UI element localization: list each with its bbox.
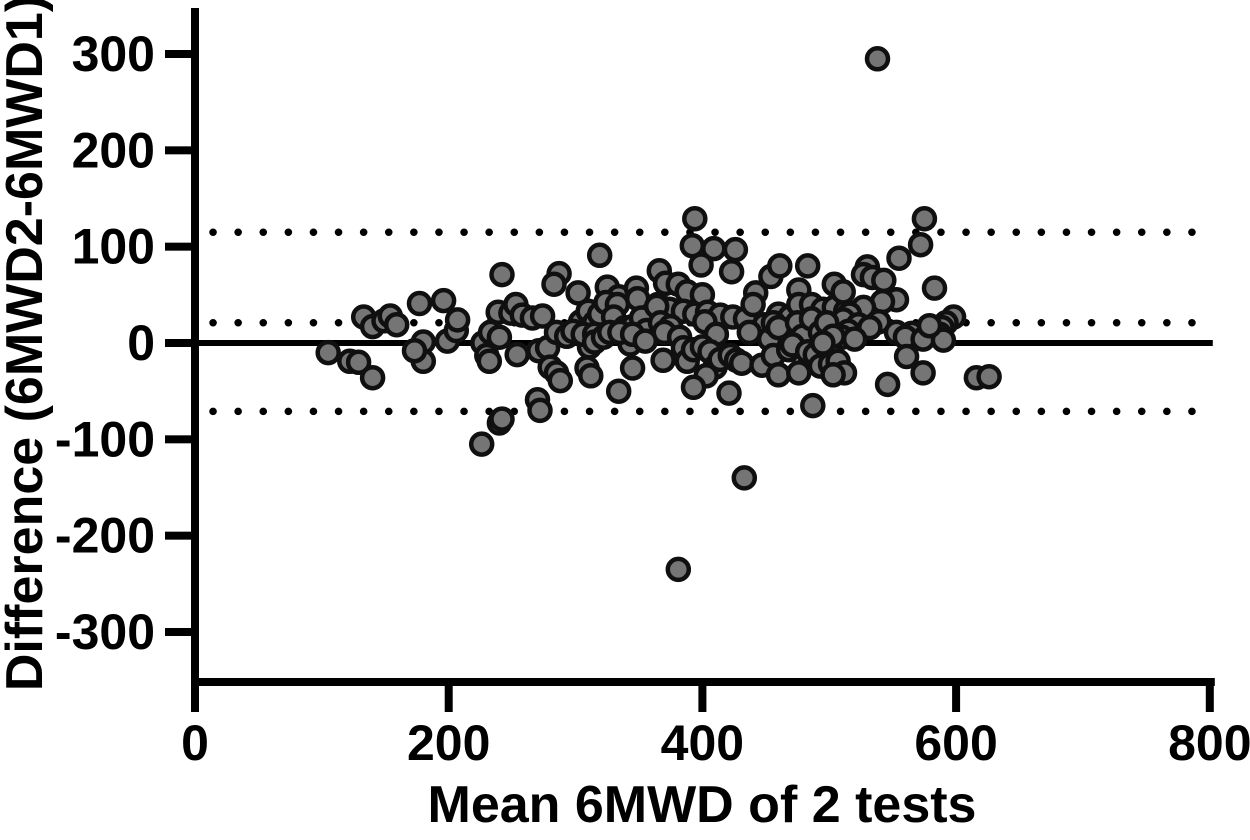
data-point: [810, 330, 836, 356]
data-point: [921, 275, 948, 301]
data-point: [406, 290, 433, 317]
data-point: [841, 326, 868, 352]
data-point: [820, 362, 846, 388]
data-point: [864, 46, 891, 72]
y-tick--300: [165, 627, 191, 636]
data-point: [504, 341, 530, 368]
data-point: [976, 363, 1002, 390]
data-point: [886, 245, 912, 271]
axis-tick-labels: 300 200 100 0 -100 -200 -300 0 200 400 600 800: [55, 26, 1250, 771]
y-tick-label--300: -300: [55, 604, 155, 660]
data-point: [476, 348, 503, 375]
data-point: [565, 280, 591, 306]
data-points-layer: [315, 46, 1002, 583]
data-point: [383, 311, 410, 338]
y-tick-100: [165, 242, 191, 251]
data-point: [578, 363, 604, 389]
x-tick-200: [444, 686, 453, 712]
data-point: [359, 364, 386, 391]
data-point: [736, 319, 763, 346]
x-tick-label-600: 600: [914, 715, 997, 771]
x-tick-label-400: 400: [661, 715, 744, 771]
data-point: [910, 360, 936, 386]
data-point: [444, 307, 471, 333]
data-point: [916, 312, 943, 339]
data-point: [911, 205, 938, 232]
data-point: [527, 397, 553, 424]
data-point: [871, 267, 897, 294]
data-point: [731, 465, 758, 491]
data-point: [586, 242, 613, 269]
x-tick-400: [698, 686, 707, 712]
data-point: [718, 258, 745, 285]
y-tick-0: [165, 339, 191, 347]
y-tick-200: [165, 146, 191, 155]
y-axis-spine: [191, 8, 199, 710]
data-point: [529, 303, 556, 329]
data-point: [722, 236, 749, 263]
y-tick-300: [165, 50, 191, 59]
data-point: [794, 253, 821, 279]
data-point: [315, 339, 341, 366]
y-tick-label-200: 200: [72, 122, 155, 178]
x-tick-label-0: 0: [181, 715, 209, 771]
data-point: [682, 205, 708, 232]
data-point: [468, 431, 495, 457]
data-point: [765, 362, 792, 388]
data-point: [665, 556, 692, 583]
x-tick-0: [191, 686, 199, 712]
data-point: [893, 343, 920, 370]
x-tick-label-800: 800: [1168, 715, 1250, 771]
data-point: [767, 253, 793, 279]
data-point: [650, 347, 676, 374]
data-point: [800, 392, 826, 419]
data-point: [401, 337, 428, 364]
y-tick-label-300: 300: [72, 26, 155, 82]
y-tick-label--100: -100: [55, 411, 155, 467]
data-point: [786, 360, 812, 386]
x-tick-600: [952, 686, 961, 712]
x-tick-label-200: 200: [407, 715, 490, 771]
data-point: [728, 350, 755, 376]
data-point: [688, 252, 714, 278]
x-tick-800: [1205, 686, 1214, 712]
data-point: [740, 291, 766, 318]
x-axis-title: Mean 6MWD of 2 tests: [428, 776, 977, 834]
data-point: [907, 231, 934, 258]
data-point: [830, 279, 856, 305]
y-axis-title: Difference (6MWD2-6MWD1): [0, 0, 54, 691]
data-point: [605, 378, 632, 404]
data-point: [430, 287, 457, 314]
data-point: [680, 374, 707, 401]
data-point: [345, 349, 372, 376]
y-tick--200: [165, 531, 191, 540]
y-tick-label--200: -200: [55, 508, 155, 564]
data-point: [541, 271, 567, 297]
y-tick-label-100: 100: [72, 219, 155, 275]
y-tick--100: [165, 435, 191, 444]
data-point: [547, 367, 574, 394]
data-point: [486, 324, 513, 350]
data-point: [874, 371, 901, 398]
data-point: [632, 328, 659, 354]
x-axis-spine: [191, 678, 1215, 686]
data-point: [619, 355, 646, 381]
data-point: [716, 380, 742, 406]
data-point: [489, 406, 515, 432]
y-tick-label-0: 0: [127, 315, 155, 371]
data-point: [489, 261, 515, 288]
axis-ticks: [165, 50, 1214, 712]
axis-spines: [191, 8, 1215, 710]
